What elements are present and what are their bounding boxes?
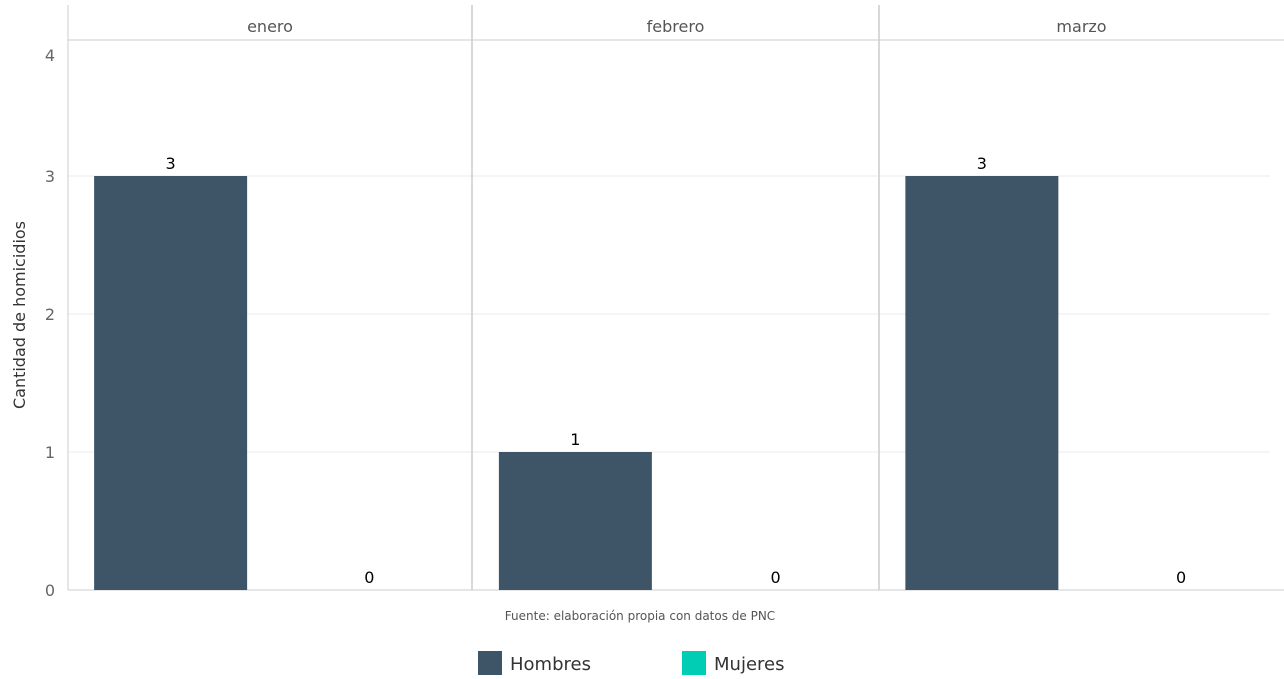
data-label-mujeres-febrero: 0 [771, 568, 781, 587]
bars [94, 176, 1059, 590]
strip-label-enero: enero [247, 17, 293, 36]
legend-swatch-mujeres [682, 651, 706, 675]
strip-label-marzo: marzo [1056, 17, 1106, 36]
gridlines [68, 175, 1270, 453]
y-tick-label: 1 [45, 443, 55, 462]
legend-label-mujeres: Mujeres [714, 654, 784, 675]
y-tick-label: 2 [45, 305, 55, 324]
y-axis: Cantidad de homicidios 0 1 2 3 4 [10, 46, 55, 600]
y-tick-label: 4 [45, 46, 55, 65]
y-tick-label: 3 [45, 167, 55, 186]
data-label-hombres-enero: 3 [166, 154, 176, 173]
panels: enero febrero marzo [67, 5, 1284, 591]
bar-hombres-enero [94, 176, 248, 590]
data-label-mujeres-enero: 0 [364, 568, 374, 587]
data-label-hombres-febrero: 1 [570, 430, 580, 449]
caption: Fuente: elaboración propia con datos de … [505, 609, 775, 623]
labels: 3 0 1 0 3 0 [166, 154, 1187, 587]
legend-label-hombres: Hombres [510, 654, 591, 675]
legend-swatch-hombres [478, 651, 502, 675]
bar-hombres-marzo [905, 176, 1059, 590]
data-label-hombres-marzo: 3 [977, 154, 987, 173]
strip-label-febrero: febrero [647, 17, 705, 36]
y-axis-title: Cantidad de homicidios [10, 221, 29, 409]
bar-hombres-febrero [498, 452, 652, 590]
data-label-mujeres-marzo: 0 [1176, 568, 1186, 587]
y-tick-label: 0 [45, 581, 55, 600]
legend: Hombres Mujeres [478, 651, 784, 675]
